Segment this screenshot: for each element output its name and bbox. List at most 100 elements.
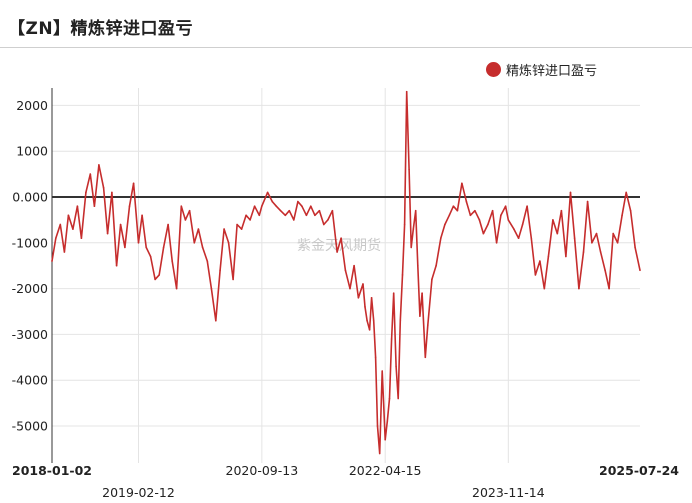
x-tick-label: 2020-09-13 — [226, 463, 299, 478]
data-point — [495, 242, 498, 244]
data-point — [63, 251, 66, 253]
data-point — [521, 223, 524, 226]
data-point — [261, 205, 263, 207]
data-point — [175, 287, 178, 290]
data-point — [115, 264, 118, 267]
data-point — [487, 223, 489, 226]
x-tick-label: 2023-11-14 — [472, 485, 545, 500]
data-point — [500, 214, 502, 217]
data-point — [210, 287, 213, 290]
data-point — [51, 260, 53, 262]
data-point — [456, 209, 459, 212]
data-point — [586, 200, 589, 203]
data-point — [372, 319, 375, 322]
title-divider — [0, 47, 692, 48]
data-point — [227, 242, 230, 244]
data-point — [366, 319, 368, 322]
data-point — [266, 191, 269, 194]
data-point — [578, 287, 580, 290]
data-point — [167, 223, 169, 226]
data-point — [608, 287, 610, 290]
legend[interactable]: 精炼锌进口盈亏 — [486, 59, 597, 79]
data-point — [534, 274, 537, 276]
data-point — [591, 242, 593, 244]
data-point — [80, 237, 83, 239]
data-point — [390, 338, 393, 340]
x-tick-label: 2025-07-24 — [599, 463, 679, 478]
data-point — [327, 219, 329, 221]
y-tick-label: -4000 — [12, 373, 48, 388]
data-point — [368, 329, 371, 331]
data-point — [543, 287, 546, 290]
data-point — [412, 228, 415, 230]
data-point — [604, 269, 606, 272]
data-point — [364, 306, 366, 308]
data-point — [530, 237, 533, 239]
data-point — [171, 260, 173, 262]
data-point — [297, 200, 299, 203]
data-point — [374, 356, 377, 359]
y-tick-label: -1000 — [12, 235, 48, 250]
legend-marker — [486, 61, 501, 77]
data-point — [474, 209, 476, 212]
data-point — [331, 209, 334, 212]
data-point — [547, 255, 550, 258]
data-point — [504, 205, 507, 207]
x-tick-label: 2019-02-12 — [102, 485, 175, 500]
data-point — [106, 232, 109, 235]
data-point — [240, 228, 243, 230]
data-point — [128, 205, 131, 207]
tick-labels: 2000 1000 0.000 -1000 -2000 -3000 -4000 -5000 20… — [12, 98, 680, 500]
data-point — [310, 205, 312, 207]
data-point — [452, 205, 455, 207]
data-point — [539, 260, 541, 262]
data-point — [357, 297, 360, 299]
data-point — [397, 397, 400, 400]
data-point — [76, 205, 79, 207]
data-point — [72, 228, 74, 230]
data-point — [405, 90, 408, 93]
data-point — [236, 223, 238, 226]
data-point — [478, 219, 481, 221]
data-point — [124, 246, 126, 249]
data-point — [408, 168, 410, 171]
gridlines — [52, 88, 640, 463]
data-point — [162, 246, 165, 249]
data-point — [184, 219, 187, 221]
data-point — [362, 283, 364, 285]
data-point — [384, 438, 387, 441]
data-point — [314, 214, 316, 217]
data-point — [634, 246, 636, 249]
series-line — [51, 90, 641, 455]
data-point — [284, 214, 287, 217]
data-point — [258, 214, 261, 217]
data-point — [565, 255, 567, 258]
y-tick-label: 0.000 — [12, 190, 48, 205]
data-point — [440, 237, 442, 239]
data-point — [556, 232, 559, 235]
data-point — [215, 319, 217, 322]
data-point — [301, 205, 303, 207]
data-point — [378, 452, 381, 455]
data-point — [465, 200, 468, 203]
data-point — [132, 182, 135, 185]
data-point — [193, 242, 196, 244]
data-point — [137, 242, 140, 244]
data-point — [526, 205, 528, 207]
data-point — [386, 420, 389, 423]
data-point — [482, 232, 485, 235]
data-point — [219, 269, 221, 272]
data-point — [448, 214, 451, 217]
y-tick-label: 1000 — [16, 144, 48, 159]
data-point — [569, 191, 572, 194]
data-point — [344, 269, 347, 272]
data-point — [158, 274, 160, 276]
data-point — [491, 209, 494, 212]
data-point — [444, 223, 446, 226]
data-point — [421, 292, 423, 295]
x-tick-label: 2018-01-02 — [12, 463, 92, 478]
data-point — [403, 223, 406, 226]
data-point — [370, 297, 373, 299]
data-point — [414, 209, 417, 212]
data-point — [629, 209, 632, 212]
